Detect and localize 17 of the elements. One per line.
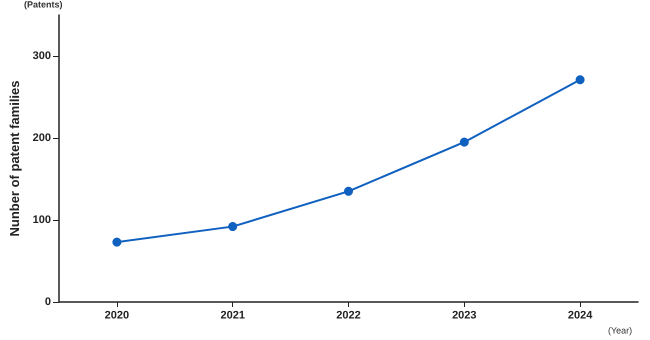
y-axis-title: Nunber of patent families	[7, 80, 22, 237]
y-tick-label: 300	[32, 50, 51, 62]
x-tick-label: 2023	[452, 310, 477, 322]
point	[576, 75, 585, 84]
y-tick-label: 100	[32, 214, 51, 226]
y-tick-label: 200	[32, 132, 51, 144]
point	[460, 138, 469, 147]
point	[112, 238, 122, 247]
point	[228, 222, 238, 232]
x-tick-label: 2024	[568, 310, 594, 322]
point	[344, 186, 353, 196]
y-tick-label: 0	[44, 296, 51, 308]
text: (Patents)	[24, 0, 63, 10]
x-tick-label: 2020	[104, 310, 130, 322]
x-tick-label: 2022	[336, 310, 361, 322]
x-axis-title: (Year)	[608, 326, 632, 336]
x-tick-label: 2021	[220, 310, 245, 322]
